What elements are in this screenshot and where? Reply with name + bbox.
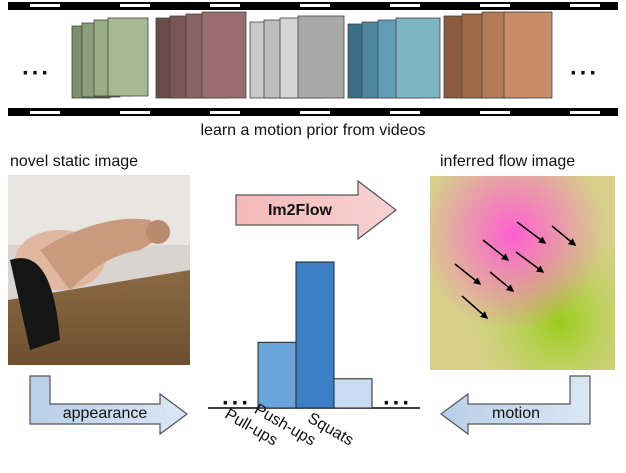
caption: learn a motion prior from videos xyxy=(201,122,426,139)
motion-arrow xyxy=(439,375,591,436)
output-label: inferred flow image xyxy=(440,153,575,170)
model-label: Im2Flow xyxy=(268,202,333,219)
appearance-arrow xyxy=(29,375,189,436)
film-strip: ... ... xyxy=(8,2,618,116)
right-dots: ... xyxy=(570,53,599,80)
left-dots: ... xyxy=(22,53,51,80)
appearance-label: appearance xyxy=(63,405,148,422)
motion-label: motion xyxy=(492,405,540,422)
bar xyxy=(295,261,335,409)
model-arrow xyxy=(235,179,397,241)
flow-image xyxy=(430,176,615,370)
input-image xyxy=(8,175,190,365)
bar xyxy=(333,378,373,409)
hist-right-dots: ... xyxy=(383,383,412,410)
bar xyxy=(257,341,297,409)
hist-left-dots: ... xyxy=(222,383,251,410)
input-label: novel static image xyxy=(10,153,138,170)
